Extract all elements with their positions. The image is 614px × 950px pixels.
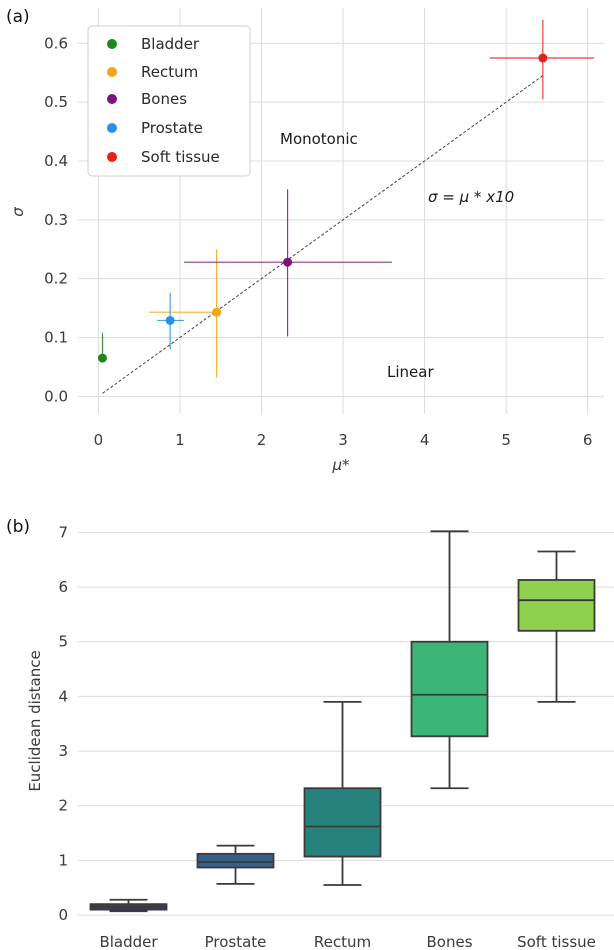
box-prostate bbox=[196, 844, 275, 885]
legend: Bladder Rectum Bones Prostate Soft tissu… bbox=[87, 25, 251, 177]
x-tick-label: 1 bbox=[175, 431, 185, 449]
y-tick-label: 0.1 bbox=[44, 329, 68, 347]
point-rectum bbox=[212, 307, 222, 317]
legend-label-bones: Bones bbox=[141, 90, 187, 108]
legend-label-rectum: Rectum bbox=[141, 63, 198, 81]
x-axis-label-a: μ* bbox=[331, 456, 350, 474]
x-ticks-b: Bladder Prostate Rectum Bones Soft tissue bbox=[99, 933, 595, 950]
x-tick-label: 0 bbox=[94, 431, 104, 449]
y-ticks-a: 0.0 0.1 0.2 0.3 0.4 0.5 0.6 bbox=[44, 34, 68, 405]
point-soft-tissue bbox=[538, 53, 548, 63]
legend-marker-rectum bbox=[107, 67, 117, 77]
iqr-box-rectum bbox=[303, 787, 382, 858]
y-ticks-b: 0 1 2 3 4 5 6 7 bbox=[58, 523, 68, 924]
legend-frame bbox=[87, 25, 251, 177]
point-bladder bbox=[97, 353, 107, 363]
y-tick-label: 0.2 bbox=[44, 270, 68, 288]
iqr-box-bones bbox=[410, 640, 489, 738]
y-tick-label: 0.5 bbox=[44, 93, 68, 111]
linear-annotation: Linear bbox=[387, 363, 434, 381]
y-tick-label: 0 bbox=[58, 906, 68, 924]
scatter-panel: (a) 0 1 2 3 4 5 6 0.0 0.1 0.2 0.3 0.4 0.5 0.6 Monoto… bbox=[6, 7, 604, 474]
boxes bbox=[89, 530, 596, 913]
y-tick-label: 4 bbox=[58, 687, 68, 705]
x-tick-label: 3 bbox=[338, 431, 348, 449]
legend-label-bladder: Bladder bbox=[141, 35, 200, 53]
y-tick-label: 1 bbox=[58, 851, 68, 869]
x-tick-label: 5 bbox=[501, 431, 511, 449]
point-bones bbox=[283, 257, 293, 267]
legend-marker-soft-tissue bbox=[107, 152, 117, 162]
y-tick-label: 7 bbox=[58, 523, 68, 541]
x-tick-label-prostate: Prostate bbox=[205, 933, 267, 950]
iqr-box-soft-tissue bbox=[517, 579, 596, 632]
data-points bbox=[97, 53, 548, 363]
reference-line bbox=[102, 75, 544, 394]
x-tick-label: 6 bbox=[583, 431, 593, 449]
y-tick-label: 5 bbox=[58, 633, 68, 651]
y-tick-label: 0.6 bbox=[44, 34, 68, 52]
y-tick-label: 2 bbox=[58, 797, 68, 815]
iqr-box-prostate bbox=[196, 852, 275, 869]
x-tick-label: 2 bbox=[257, 431, 267, 449]
legend-marker-prostate bbox=[107, 123, 117, 133]
legend-marker-bladder bbox=[107, 39, 117, 49]
box-rectum bbox=[303, 700, 382, 886]
y-axis-label-a: σ bbox=[9, 207, 27, 217]
y-tick-label: 0.0 bbox=[44, 387, 68, 405]
y-tick-label: 0.3 bbox=[44, 211, 68, 229]
legend-label-soft-tissue: Soft tissue bbox=[141, 148, 220, 166]
panel-b-label: (b) bbox=[6, 517, 30, 537]
box-bones bbox=[410, 530, 489, 790]
legend-marker-bones bbox=[107, 94, 117, 104]
x-tick-label: 4 bbox=[420, 431, 430, 449]
x-tick-label-rectum: Rectum bbox=[314, 933, 371, 950]
legend-label-prostate: Prostate bbox=[141, 119, 203, 137]
box-bladder bbox=[89, 898, 168, 913]
y-tick-label: 6 bbox=[58, 578, 68, 596]
monotonic-annotation: Monotonic bbox=[280, 130, 358, 148]
grid-a bbox=[78, 8, 604, 414]
x-tick-label-soft-tissue: Soft tissue bbox=[517, 933, 596, 950]
x-tick-label-bladder: Bladder bbox=[99, 933, 158, 950]
x-tick-label-bones: Bones bbox=[426, 933, 472, 950]
x-ticks-a: 0 1 2 3 4 5 6 bbox=[94, 431, 593, 449]
boxplot-panel: (b) 0 1 2 3 4 5 6 7 Bladder Prostate Rectum Bones S… bbox=[6, 517, 614, 950]
point-prostate bbox=[165, 315, 175, 325]
panel-a-label: (a) bbox=[6, 7, 30, 27]
y-tick-label: 3 bbox=[58, 742, 68, 760]
y-tick-label: 0.4 bbox=[44, 152, 68, 170]
line-equation-annotation: σ = μ * x10 bbox=[428, 188, 514, 206]
y-axis-label-b: Euclidean distance bbox=[26, 650, 44, 791]
box-soft-tissue bbox=[517, 550, 596, 703]
